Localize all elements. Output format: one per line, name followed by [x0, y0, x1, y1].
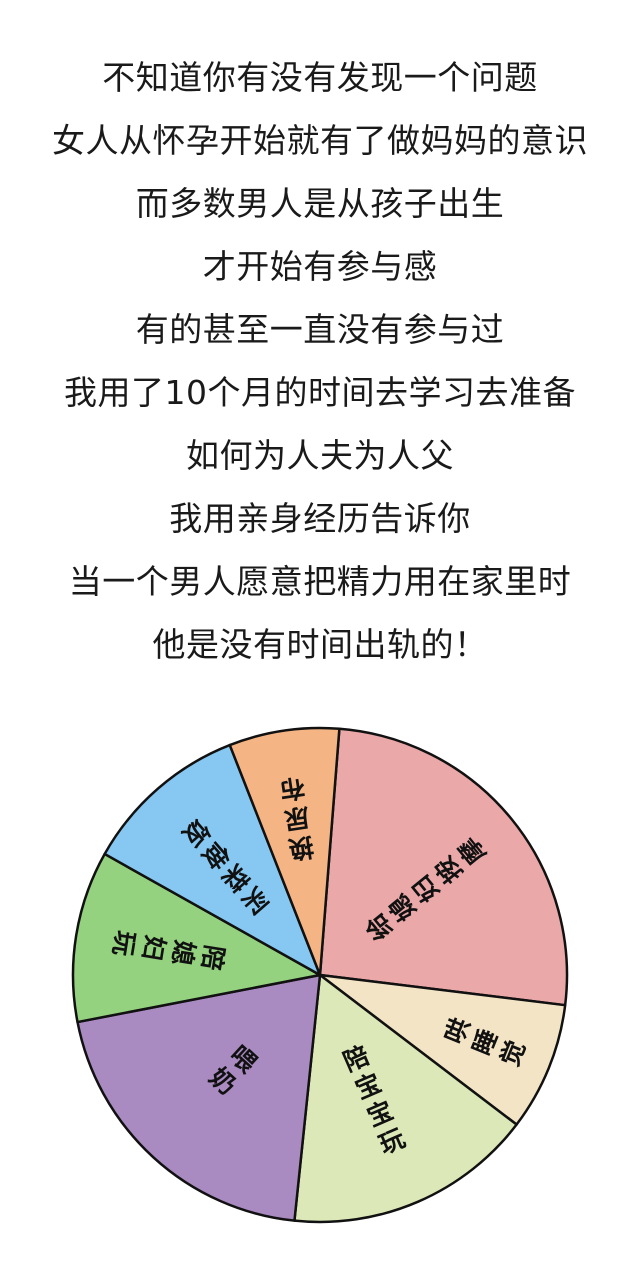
text-line-1: 不知道你有没有发现一个问题	[0, 46, 640, 109]
text-line-8: 我用亲身经历告诉你	[0, 487, 640, 550]
text-line-4: 才开始有参与感	[0, 235, 640, 298]
text-line-3: 而多数男人是从孩子出生	[0, 172, 640, 235]
text-line-5: 有的甚至一直没有参与过	[0, 298, 640, 361]
text-line-10: 他是没有时间出轨的！	[0, 613, 640, 676]
text-line-7: 如何为人夫为人父	[0, 424, 640, 487]
text-line-2: 女人从怀孕开始就有了做妈妈的意识	[0, 109, 640, 172]
text-line-9: 当一个男人愿意把精力用在家里时	[0, 550, 640, 613]
pie-chart-container: 给媳妇按摩 哄睡觉 陪宝宝玩 喂奶 陪媳妇玩 买菜做饭 换尿布	[0, 700, 640, 1260]
text-line-6: 我用了10个月的时间去学习去准备	[0, 361, 640, 424]
intro-text-block: 不知道你有没有发现一个问题 女人从怀孕开始就有了做妈妈的意识 而多数男人是从孩子…	[0, 46, 640, 676]
pie-slices	[73, 728, 567, 1222]
